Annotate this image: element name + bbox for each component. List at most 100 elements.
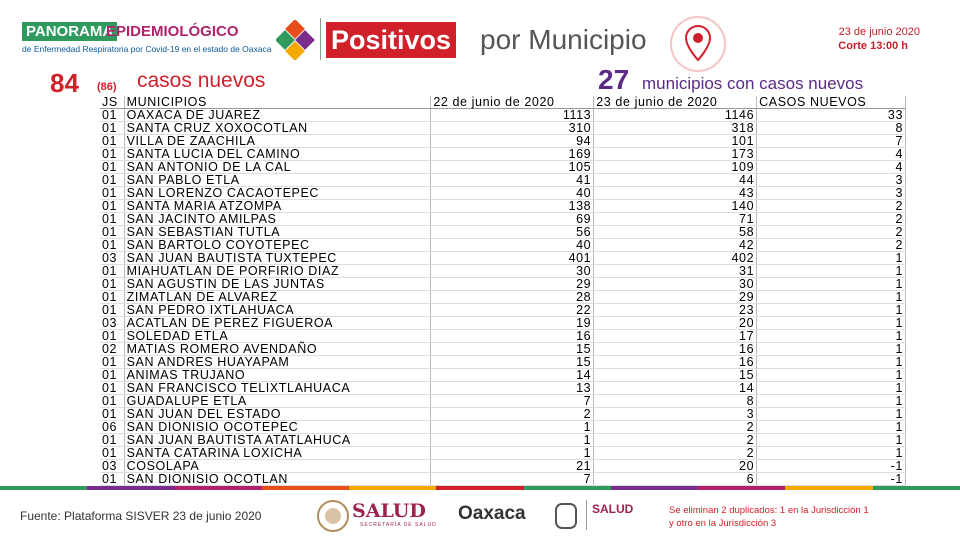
table-cell: 1146 (593, 108, 758, 122)
table-cell: 1 (430, 420, 595, 434)
table-cell: SAN JACINTO AMILPAS (124, 212, 432, 226)
table-cell: 15 (430, 355, 595, 369)
table-cell: 01 (100, 225, 125, 239)
table-cell: ZIMATLAN DE ALVAREZ (124, 290, 432, 304)
table-row: 01 SAN FRANCISCO TELIXTLAHUACA 13 14 1 (100, 381, 906, 395)
table-cell: 2 (430, 407, 595, 421)
logo-salud-sub: SECRETARÍA DE SALUD (360, 522, 437, 528)
note-line: y otro en la Jurisdicción 3 (669, 518, 777, 529)
location-icon (670, 16, 726, 72)
table-row: 01 SAN ANTONIO DE LA CAL 105 109 4 (100, 160, 906, 174)
table-cell: -1 (756, 459, 906, 473)
table-cell: 2 (756, 199, 906, 213)
table-cell: 7 (756, 134, 906, 148)
column-header: JS (100, 96, 125, 109)
logo-shape (276, 30, 295, 50)
table-cell: 44 (593, 173, 758, 187)
table-cell: 01 (100, 446, 125, 460)
table-cell: 43 (593, 186, 758, 200)
table-cell: 1 (756, 381, 906, 395)
table-cell: 1 (756, 329, 906, 343)
table-row: 01 SAN LORENZO CACAOTEPEC 40 43 3 (100, 186, 906, 200)
note-line: Se eliminan 2 duplicados: 1 en la Jurisd… (669, 505, 869, 516)
municipalities-label: municipios con casos nuevos (642, 74, 864, 93)
table-cell: 01 (100, 303, 125, 317)
logo-shape (285, 20, 305, 39)
table-cell: 28 (430, 290, 595, 304)
table-row: 01 SAN JACINTO AMILPAS 69 71 2 (100, 212, 906, 226)
table-cell: 173 (593, 147, 758, 161)
table-cell: 22 (430, 303, 595, 317)
logo-shape (285, 41, 305, 60)
table-cell: 169 (430, 147, 595, 161)
brand-logo (276, 20, 315, 60)
table-cell: 01 (100, 186, 125, 200)
table-cell: 1 (756, 264, 906, 278)
table-cell: 20 (593, 459, 758, 473)
table-cell: 42 (593, 238, 758, 252)
table-cell: 06 (100, 420, 125, 434)
table-cell: 7 (430, 394, 595, 408)
table-row: 01 ZIMATLAN DE ALVAREZ 28 29 1 (100, 290, 906, 304)
emblem-shield (555, 503, 577, 529)
table-cell: 1 (756, 342, 906, 356)
table-cell: ACATLAN DE PEREZ FIGUEROA (124, 316, 432, 330)
divider (586, 500, 587, 530)
column-header: 23 de junio de 2020 (593, 96, 758, 109)
cases-table: JS MUNICIPIOS 22 de junio de 2020 23 de jun… (100, 96, 906, 486)
table-row: 01 MIAHUATLAN DE PORFIRIO DIAZ 30 31 1 (100, 264, 906, 278)
column-header: CASOS NUEVOS (756, 96, 906, 109)
table-cell: 3 (756, 173, 906, 187)
table-cell: SAN PEDRO IXTLAHUACA (124, 303, 432, 317)
icon-ring (670, 16, 726, 72)
table-cell: 16 (430, 329, 595, 343)
table-cell: SAN LORENZO CACAOTEPEC (124, 186, 432, 200)
table-cell: 30 (593, 277, 758, 291)
table-cell: 402 (593, 251, 758, 265)
table-cell: SAN JUAN BAUTISTA ATATLAHUCA (124, 433, 432, 447)
table-cell: 01 (100, 238, 125, 252)
stripe-segment (174, 486, 263, 490)
brand-subtitle: de Enfermedad Respiratoria por Covid-19 … (22, 44, 272, 54)
table-cell: 30 (430, 264, 595, 278)
emblem-ring (317, 500, 349, 532)
table-cell: 1 (756, 446, 906, 460)
table-cell: 8 (593, 394, 758, 408)
table-cell: 1 (756, 251, 906, 265)
salud-emblem (317, 500, 349, 532)
table-row: 03 ACATLAN DE PEREZ FIGUEROA 19 20 1 (100, 316, 906, 330)
table-cell: 1 (756, 355, 906, 369)
table-cell: 01 (100, 277, 125, 291)
table-cell: 101 (593, 134, 758, 148)
table-cell: 19 (430, 316, 595, 330)
table-cell: 1 (756, 433, 906, 447)
table-cell: 01 (100, 381, 125, 395)
table-row: 01 VILLA DE ZAACHILA 94 101 7 (100, 134, 906, 148)
table-cell: 71 (593, 212, 758, 226)
table-cell: 2 (593, 446, 758, 460)
divider (320, 18, 321, 60)
table-cell: 105 (430, 160, 595, 174)
table-cell: SAN ANDRES HUAYAPAM (124, 355, 432, 369)
new-cases-alt: (86) (97, 81, 117, 93)
table-cell: 01 (100, 134, 125, 148)
table-cell: 13 (430, 381, 595, 395)
table-cell: 01 (100, 147, 125, 161)
stripe-segment (872, 486, 960, 490)
table-cell: 140 (593, 199, 758, 213)
table-cell: 3 (593, 407, 758, 421)
table-cell: 1 (756, 303, 906, 317)
icon-virus (693, 33, 703, 43)
table-cell: SAN DIONISIO OCOTLAN (124, 472, 432, 486)
table-cell: 40 (430, 238, 595, 252)
table-cell: 01 (100, 355, 125, 369)
new-cases: 84 (50, 68, 79, 98)
table-cell: 56 (430, 225, 595, 239)
table-cell: 138 (430, 199, 595, 213)
stripe-segment (349, 486, 438, 490)
table-cell: -1 (756, 472, 906, 486)
table-cell: OAXACA DE JUAREZ (124, 108, 432, 122)
table-row: 01 SANTA CRUZ XOXOCOTLAN 310 318 8 (100, 121, 906, 135)
table-cell: 94 (430, 134, 595, 148)
